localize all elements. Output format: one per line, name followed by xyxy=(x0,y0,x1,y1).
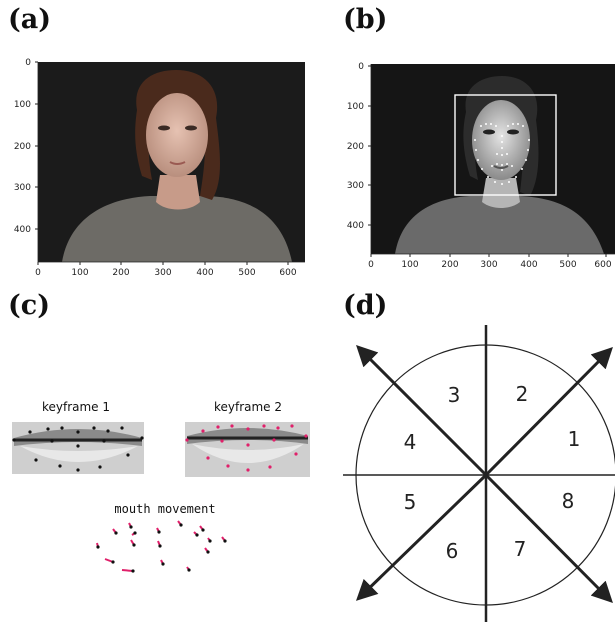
panel-label-a: (a) xyxy=(8,4,52,35)
b-xtick-400: 400 xyxy=(520,260,537,270)
sector-4-label: 4 xyxy=(404,430,417,454)
mouth-movement-vectors xyxy=(96,520,227,573)
panel-b-axes: 0 100 200 300 400 0 100 200 300 400 500 … xyxy=(347,62,615,270)
sector-5-label: 5 xyxy=(404,490,417,514)
a-xtick-400: 400 xyxy=(196,268,213,278)
a-ytick-300: 300 xyxy=(14,183,31,193)
sector-7-label: 7 xyxy=(514,537,527,561)
a-ytick-200: 200 xyxy=(14,142,31,152)
sector-1-label: 1 xyxy=(568,427,581,451)
b-ytick-0: 0 xyxy=(358,62,364,72)
b-xtick-500: 500 xyxy=(559,260,576,270)
a-xtick-100: 100 xyxy=(71,268,88,278)
b-xtick-300: 300 xyxy=(480,260,497,270)
panel-label-b: (b) xyxy=(343,4,388,35)
arrow-upper-right xyxy=(484,347,613,477)
b-ytick-300: 300 xyxy=(347,181,364,191)
b-xtick-100: 100 xyxy=(401,260,418,270)
keyframe-1-label: keyframe 1 xyxy=(42,400,110,414)
b-xtick-200: 200 xyxy=(441,260,458,270)
b-xtick-0: 0 xyxy=(368,260,374,270)
panel-label-c: (c) xyxy=(8,290,50,321)
a-ytick-100: 100 xyxy=(14,100,31,110)
arrow-lower-right xyxy=(484,473,613,603)
keyframe-1-mouth xyxy=(12,422,144,474)
a-xtick-500: 500 xyxy=(238,268,255,278)
keyframe-2-mouth xyxy=(185,422,310,477)
b-ytick-100: 100 xyxy=(347,102,364,112)
mouth-movement-label: mouth movement xyxy=(114,502,215,516)
arrow-lower-left xyxy=(355,473,488,601)
sector-8-label: 8 xyxy=(562,489,575,513)
facial-landmarks xyxy=(474,123,530,185)
direction-circle-diagram: 1 2 3 4 5 6 7 8 xyxy=(343,325,615,622)
sector-6-label: 6 xyxy=(446,539,459,563)
b-ytick-200: 200 xyxy=(347,142,364,152)
b-xtick-600: 600 xyxy=(594,260,611,270)
keyframe-2-label: keyframe 2 xyxy=(214,400,282,414)
a-ytick-0: 0 xyxy=(25,58,31,68)
panel-a-axes: 0 100 200 300 400 0 100 200 300 400 500 … xyxy=(14,58,305,278)
panel-label-d: (d) xyxy=(343,290,388,321)
b-ytick-400: 400 xyxy=(347,221,364,231)
a-xtick-300: 300 xyxy=(154,268,171,278)
a-xtick-0: 0 xyxy=(35,268,41,278)
arrow-upper-left xyxy=(356,345,488,477)
face-detection-box xyxy=(454,94,557,196)
a-xtick-200: 200 xyxy=(112,268,129,278)
sector-3-label: 3 xyxy=(448,383,461,407)
panel-a-photo xyxy=(38,62,305,262)
panel-b-photo xyxy=(371,64,615,254)
sector-2-label: 2 xyxy=(516,382,529,406)
a-xtick-600: 600 xyxy=(279,268,296,278)
a-ytick-400: 400 xyxy=(14,225,31,235)
